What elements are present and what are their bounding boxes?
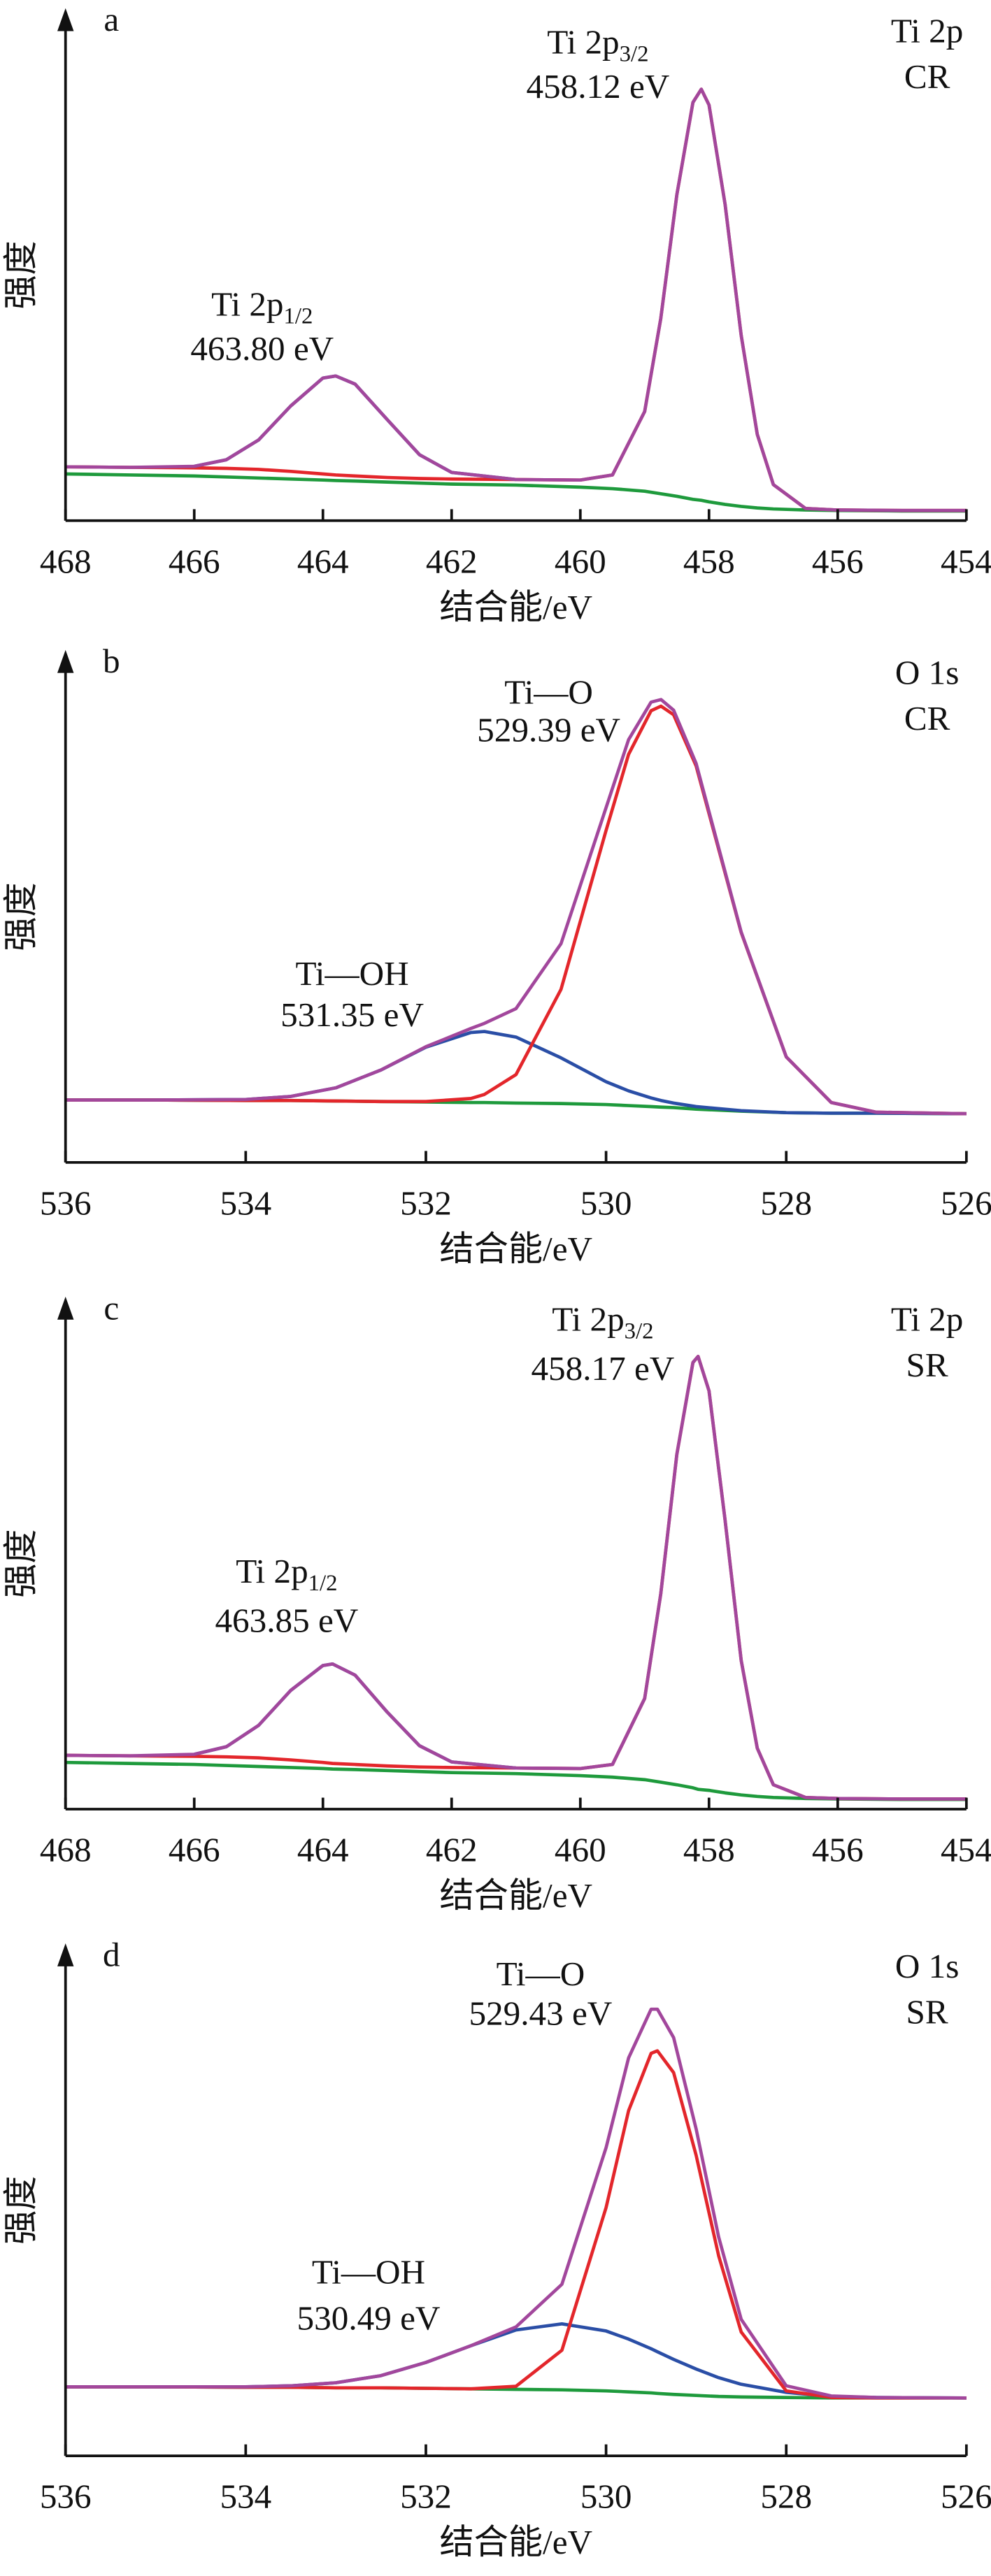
x-tick-label: 534 bbox=[220, 1183, 271, 1222]
corner-label: O 1s bbox=[895, 1947, 960, 1985]
panel-label: b bbox=[103, 642, 120, 680]
x-tick-label: 462 bbox=[426, 1830, 478, 1869]
x-tick-label: 536 bbox=[40, 2477, 92, 2516]
peak-energy: 529.39 eV bbox=[477, 711, 620, 749]
x-tick-label: 468 bbox=[40, 542, 92, 580]
peak-label: Ti 2p3/2 bbox=[547, 23, 648, 66]
y-axis-arrow bbox=[57, 649, 74, 673]
y-axis-label: 强度 bbox=[1, 882, 40, 951]
x-axis-label: 结合能/eV bbox=[440, 1230, 593, 1268]
corner-label: CR bbox=[904, 699, 950, 737]
peak-label: Ti 2p3/2 bbox=[552, 1300, 653, 1344]
peak-label: Ti—OH bbox=[312, 2253, 425, 2291]
x-tick-label: 466 bbox=[169, 542, 220, 580]
y-axis-arrow bbox=[57, 1296, 74, 1320]
x-axis-label: 结合能/eV bbox=[440, 1876, 593, 1915]
x-tick-label: 534 bbox=[220, 2477, 271, 2516]
spectrum-line bbox=[194, 374, 517, 482]
x-tick-label: 460 bbox=[555, 1830, 606, 1869]
peak-energy: 458.12 eV bbox=[526, 67, 669, 106]
peak-energy: 530.49 eV bbox=[297, 2298, 441, 2337]
x-tick-label: 530 bbox=[580, 1183, 632, 1222]
peak-subscript: 1/2 bbox=[284, 303, 313, 329]
peak-subscript: 3/2 bbox=[620, 41, 649, 66]
peak-name: Ti—OH bbox=[295, 954, 408, 993]
x-tick-label: 456 bbox=[812, 542, 864, 580]
x-tick-label: 532 bbox=[400, 1183, 452, 1222]
y-axis-label: 强度 bbox=[1, 2176, 40, 2245]
y-axis-label: 强度 bbox=[1, 1529, 40, 1597]
x-tick-label: 460 bbox=[555, 542, 606, 580]
peak-name: Ti 2p bbox=[236, 1552, 308, 1590]
corner-label: CR bbox=[904, 57, 950, 96]
x-tick-label: 528 bbox=[760, 1183, 812, 1222]
peak-label: Ti—O bbox=[504, 673, 593, 712]
x-axis-label: 结合能/eV bbox=[440, 2523, 593, 2561]
peak-energy: 458.17 eV bbox=[531, 1349, 674, 1388]
peak-energy: 531.35 eV bbox=[280, 995, 424, 1034]
x-tick-label: 454 bbox=[941, 1830, 991, 1869]
spectrum-line bbox=[65, 698, 967, 1116]
spectrum-line bbox=[65, 1355, 967, 1801]
x-tick-label: 456 bbox=[812, 1830, 864, 1869]
spectrum-line bbox=[65, 472, 967, 513]
peak-name: Ti—O bbox=[504, 673, 593, 712]
peak-energy: 463.80 eV bbox=[190, 329, 334, 368]
spectrum-line bbox=[194, 1662, 516, 1770]
peak-name: Ti 2p bbox=[211, 285, 283, 324]
peak-name: Ti—OH bbox=[312, 2253, 425, 2291]
spectrum-line bbox=[65, 1355, 967, 1801]
x-tick-label: 464 bbox=[297, 542, 349, 580]
spectrum-line bbox=[65, 87, 967, 512]
spectrum-line bbox=[65, 2007, 967, 2400]
x-tick-label: 526 bbox=[941, 1183, 991, 1222]
peak-label: Ti—OH bbox=[295, 954, 408, 993]
peak-name: Ti—O bbox=[497, 1955, 585, 1993]
y-axis-arrow bbox=[57, 8, 74, 31]
corner-label: O 1s bbox=[895, 654, 960, 692]
x-tick-label: 532 bbox=[400, 2477, 452, 2516]
peak-subscript: 1/2 bbox=[308, 1571, 338, 1596]
y-axis-arrow bbox=[57, 1943, 74, 1966]
x-tick-label: 458 bbox=[683, 1830, 735, 1869]
x-tick-label: 462 bbox=[426, 542, 478, 580]
peak-energy: 463.85 eV bbox=[215, 1602, 358, 1640]
spectrum-line bbox=[65, 87, 967, 512]
panel-label: d bbox=[103, 1935, 120, 1973]
x-tick-label: 458 bbox=[683, 542, 735, 580]
x-axis-label: 结合能/eV bbox=[440, 588, 593, 626]
peak-label: Ti 2p1/2 bbox=[236, 1552, 337, 1595]
x-tick-label: 528 bbox=[760, 2477, 812, 2516]
x-tick-label: 464 bbox=[297, 1830, 349, 1869]
x-tick-label: 526 bbox=[941, 2477, 991, 2516]
x-tick-label: 468 bbox=[40, 1830, 92, 1869]
spectrum-line bbox=[65, 704, 967, 1116]
spectrum-line bbox=[65, 1760, 967, 1801]
peak-label: Ti—O bbox=[497, 1955, 585, 1993]
peak-subscript: 3/2 bbox=[625, 1318, 654, 1344]
x-tick-label: 454 bbox=[941, 542, 991, 580]
x-tick-label: 530 bbox=[580, 2477, 632, 2516]
peak-name: Ti 2p bbox=[547, 23, 619, 62]
peak-label: Ti 2p1/2 bbox=[211, 285, 313, 329]
peak-name: Ti 2p bbox=[552, 1300, 624, 1339]
spectrum-line bbox=[65, 2049, 967, 2400]
x-tick-label: 536 bbox=[40, 1183, 92, 1222]
corner-label: SR bbox=[906, 1992, 948, 2031]
y-axis-label: 强度 bbox=[1, 240, 40, 309]
panel-label: c bbox=[104, 1288, 119, 1327]
panel-label: a bbox=[104, 0, 119, 38]
x-tick-label: 466 bbox=[169, 1830, 220, 1869]
corner-label: SR bbox=[906, 1346, 948, 1384]
peak-energy: 529.43 eV bbox=[469, 1994, 612, 2033]
corner-label: Ti 2p bbox=[891, 11, 963, 50]
corner-label: Ti 2p bbox=[891, 1300, 963, 1339]
